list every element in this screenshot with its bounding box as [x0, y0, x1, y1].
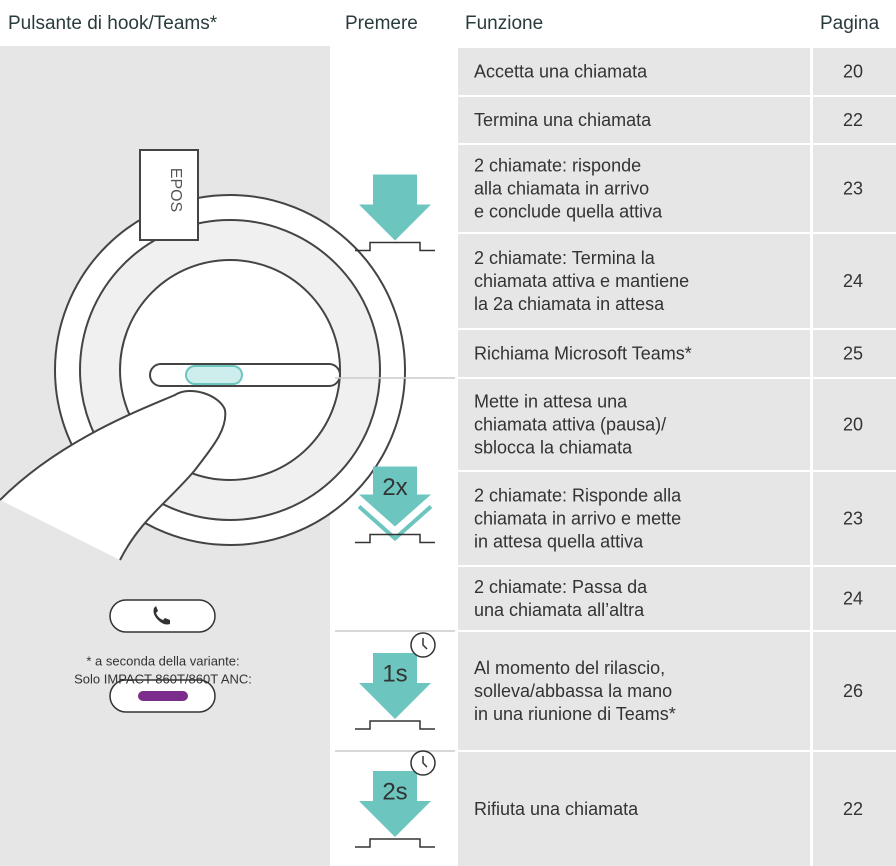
column-header: Pulsante di hook/Teams* [8, 13, 218, 34]
function-text: Mette in attesa una [474, 391, 628, 411]
clock-hands [422, 638, 428, 650]
function-cell [458, 632, 810, 750]
press-icon [355, 174, 435, 252]
press-label: 1s [382, 660, 407, 687]
function-text: solleva/abbassa la mano [474, 681, 672, 701]
function-text: in una riunione di Teams* [474, 704, 676, 724]
function-text: chiamata attiva (pausa)/ [474, 414, 666, 434]
page-cell [813, 48, 896, 95]
page-number: 24 [843, 588, 863, 608]
press-label: 2s [382, 778, 407, 805]
button-base [355, 533, 435, 544]
button-base [355, 241, 435, 252]
column-header: Pagina [820, 13, 880, 34]
page-cell [813, 472, 896, 565]
button-base [355, 838, 435, 848]
arrow [357, 505, 433, 542]
button-base [355, 720, 435, 730]
function-cell [458, 145, 810, 232]
page-number: 20 [843, 61, 863, 81]
page-number: 22 [843, 110, 863, 130]
function-cell [458, 472, 810, 565]
function-cell [458, 97, 810, 143]
page-number: 22 [843, 799, 863, 819]
column-header: Premere [345, 13, 418, 34]
page-cell [813, 752, 896, 866]
page-cell [813, 379, 896, 470]
function-cell [458, 234, 810, 328]
page-cell [813, 97, 896, 143]
page-cell [813, 567, 896, 630]
function-text: 2 chiamate: Termina la [474, 248, 656, 268]
arrow [359, 174, 431, 241]
page-cell [813, 145, 896, 232]
logo: EPOS [167, 168, 184, 212]
buttons [109, 599, 216, 713]
page-number: 23 [843, 178, 863, 198]
page-number: 25 [843, 343, 863, 363]
function-text: Rifiuta una chiamata [474, 799, 639, 819]
function-text: 2 chiamate: risponde [474, 155, 641, 175]
page-cell [813, 330, 896, 377]
note-line: * a seconda della variante: [86, 653, 239, 668]
clock-hands [422, 756, 428, 768]
arrow [359, 771, 431, 837]
function-cell [458, 379, 810, 470]
note-line: Solo IMPACT 860T/860T ANC: [74, 671, 252, 686]
press-label: 2x [382, 474, 407, 501]
press-icon: 1s [355, 632, 436, 730]
function-text: Richiama Microsoft Teams* [474, 343, 692, 363]
press-icon: 2x [355, 466, 435, 544]
page-cell [813, 234, 896, 328]
function-text: Termina una chiamata [474, 110, 652, 130]
function-text: in attesa quella attiva [474, 531, 644, 551]
function-text: e conclude quella attiva [474, 201, 663, 221]
headset [0, 149, 406, 561]
function-cell [458, 752, 810, 866]
function-text: sblocca la chiamata [474, 437, 633, 457]
function-text: chiamata attiva e mantiene [474, 271, 689, 291]
function-text: alla chiamata in arrivo [474, 178, 649, 198]
function-text: la 2a chiamata in attesa [474, 294, 665, 314]
press-icon: 2s [355, 750, 436, 848]
arrow [359, 466, 431, 527]
function-text: chiamata in arrivo e mette [474, 508, 681, 528]
function-text: Al momento del rilascio, [474, 658, 665, 678]
page-number: 20 [843, 414, 863, 434]
function-cell [458, 48, 810, 95]
page-number: 24 [843, 271, 863, 291]
function-cell [458, 567, 810, 630]
function-text: una chiamata all’altra [474, 600, 645, 620]
page-number: 23 [843, 508, 863, 528]
function-cell [458, 330, 810, 377]
function-text: 2 chiamate: Passa da [474, 577, 648, 597]
function-text: Accetta una chiamata [474, 61, 648, 81]
column-header: Funzione [465, 13, 543, 34]
function-text: 2 chiamate: Risponde alla [474, 485, 682, 505]
page-number: 26 [843, 681, 863, 701]
page-cell [813, 632, 896, 750]
arrow [359, 653, 431, 719]
